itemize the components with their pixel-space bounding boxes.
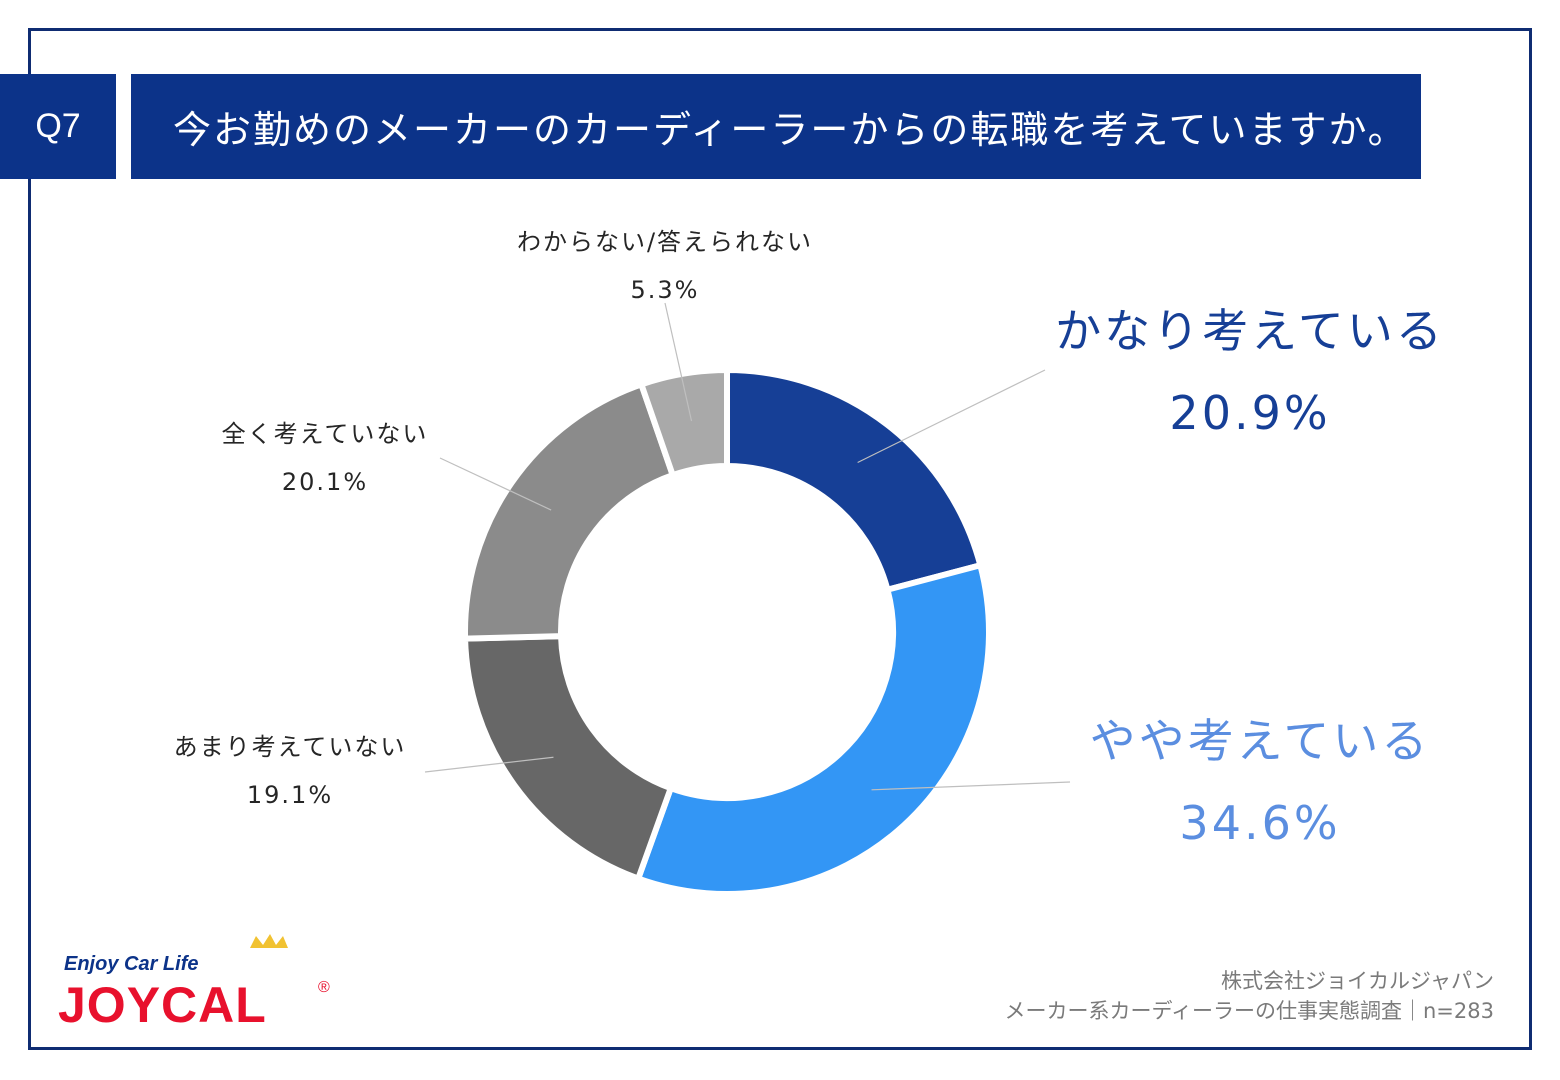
donut-slice-2 — [462, 633, 675, 883]
label-slice-4: わからない/答えられない 5.3% — [490, 230, 840, 302]
footer-credits: 株式会社ジョイカルジャパン メーカー系カーディーラーの仕事実態調査｜n=283 — [1004, 966, 1494, 1026]
slice-0-value: 20.9% — [1169, 386, 1331, 440]
donut-slice-3 — [462, 380, 677, 642]
leader-line-1 — [871, 781, 1071, 791]
donut-slice-1 — [634, 561, 992, 897]
leader-line-3 — [439, 457, 552, 511]
leader-line-4 — [664, 302, 693, 422]
slice-4-value: 5.3% — [630, 276, 700, 304]
footer-source: メーカー系カーディーラーの仕事実態調査｜n=283 — [1004, 999, 1494, 1023]
slice-1-value: 34.6% — [1179, 796, 1341, 850]
question-number-badge: Q7 — [0, 74, 116, 179]
question-title: 今お勤めのメーカーのカーディーラーからの転職を考えていますか。 — [131, 74, 1421, 179]
label-slice-2: あまり考えていない 19.1% — [140, 735, 440, 807]
logo-tagline: Enjoy Car Life — [64, 953, 198, 975]
footer-company: 株式会社ジョイカルジャパン — [1221, 969, 1494, 993]
slice-3-name: 全く考えていない — [221, 420, 429, 448]
slice-2-name: あまり考えていない — [173, 733, 407, 761]
leader-line-0 — [857, 369, 1046, 464]
slice-2-value: 19.1% — [246, 781, 334, 809]
slice-0-name: かなり考えている — [1055, 304, 1445, 358]
slice-3-value: 20.1% — [281, 468, 369, 496]
donut-slice-0 — [724, 366, 985, 594]
joycal-logo: Enjoy Car Life JOYCAL ® — [58, 934, 330, 1030]
slice-1-name: やや考えている — [1089, 714, 1431, 768]
slice-4-name: わからない/答えられない — [516, 228, 814, 256]
label-slice-3: 全く考えていない 20.1% — [180, 422, 470, 494]
donut-slice-4 — [637, 366, 730, 479]
label-slice-1: やや考えている 34.6% — [1060, 718, 1460, 846]
label-slice-0: かなり考えている 20.9% — [1040, 308, 1460, 436]
crown-icon — [250, 934, 288, 948]
logo-wordmark: JOYCAL — [58, 977, 267, 1030]
slide-frame — [28, 28, 1532, 1050]
leader-line-2 — [424, 756, 554, 773]
registered-mark: ® — [318, 979, 330, 996]
